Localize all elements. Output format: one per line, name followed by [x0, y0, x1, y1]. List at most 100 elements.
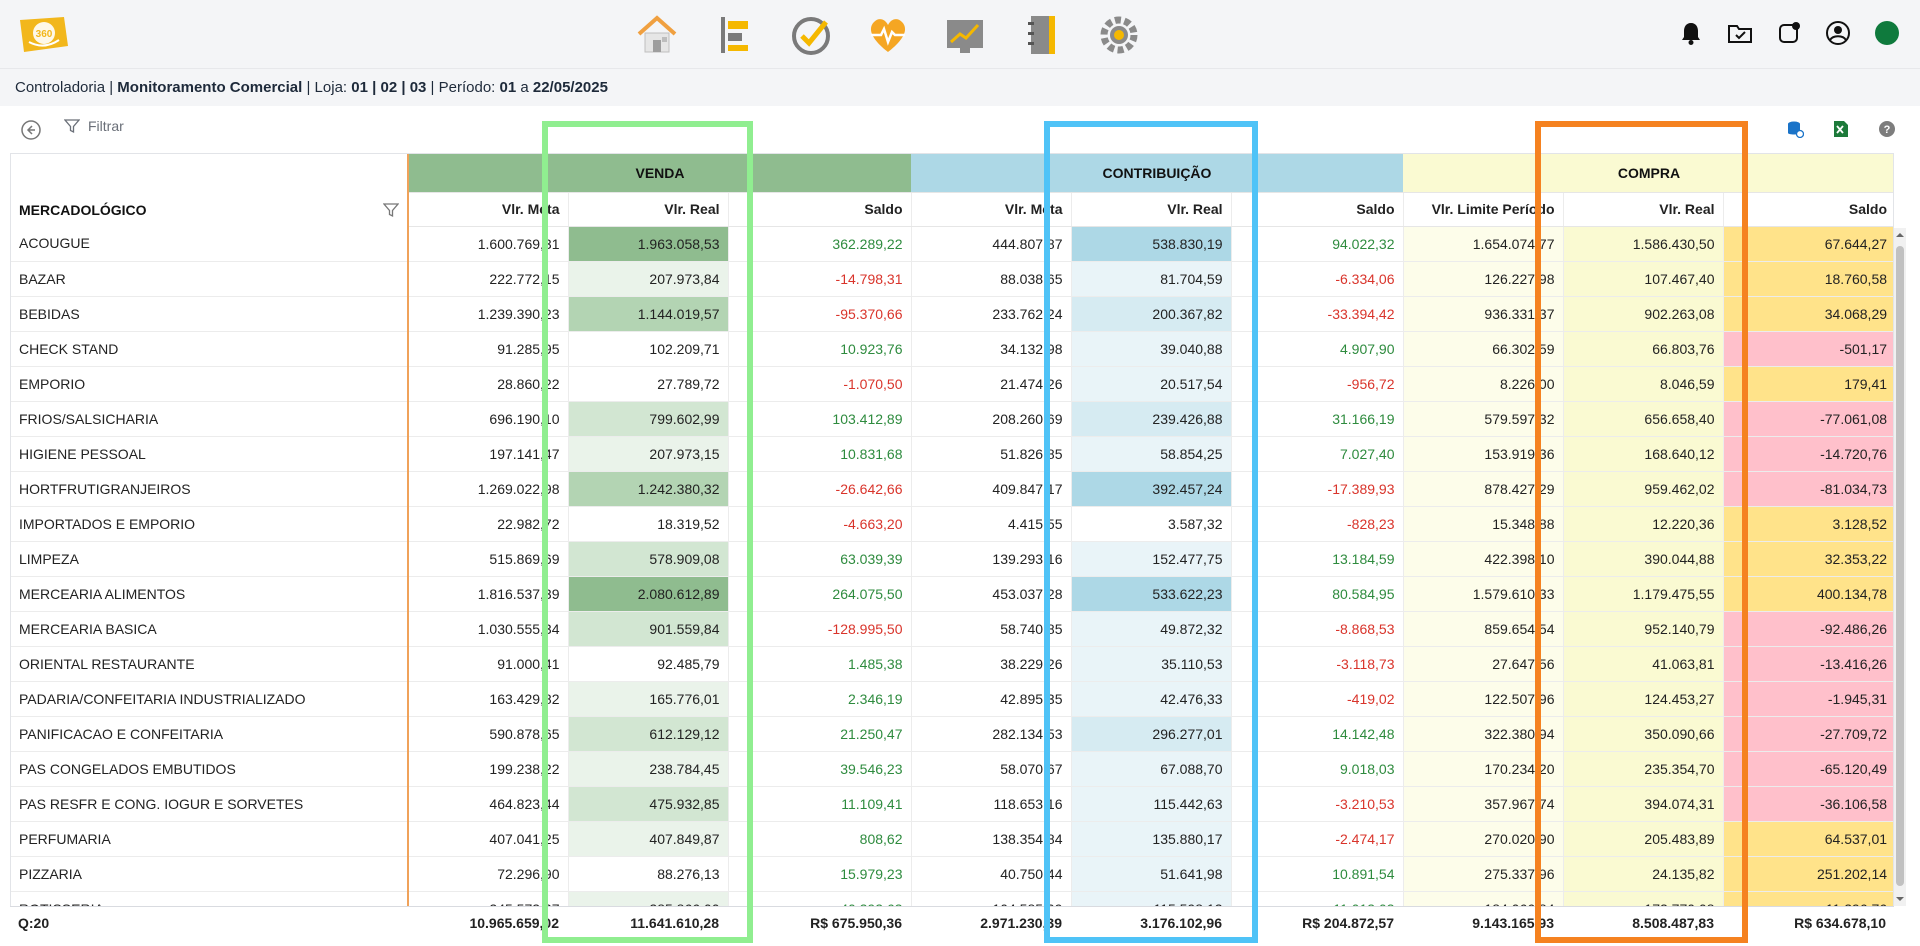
breadcrumb-period-separator: a	[516, 79, 533, 96]
col-header-venda-meta[interactable]: Vlr. Meta	[407, 191, 568, 227]
grid-scrollbar[interactable]	[1894, 228, 1906, 906]
merc-name-cell: CHECK STAND	[11, 331, 409, 367]
total-venda-real: 11.641.610,28	[630, 915, 719, 931]
table-row[interactable]: MERCEARIA ALIMENTOS 1.816.537,39 2.080.612…	[11, 576, 1893, 612]
arrow-left-circle-icon	[21, 120, 41, 140]
cell-contrib-real: 20.517,54	[1070, 366, 1231, 402]
col-header-venda-real[interactable]: Vlr. Real	[567, 191, 728, 227]
breadcrumb-area[interactable]: Controladoria	[15, 79, 106, 96]
user-account-icon[interactable]	[1823, 18, 1853, 48]
svg-text:?: ?	[1884, 124, 1891, 136]
col-header-contrib-meta[interactable]: Vlr. Meta	[910, 191, 1071, 227]
cell-contrib-saldo: 31.166,19	[1230, 401, 1403, 437]
cell-compra-real: 959.462,02	[1562, 471, 1723, 507]
notebook-icon[interactable]	[1003, 8, 1080, 62]
data-grid: MERCADOLÓGICO VENDA CONTRIBUIÇÃO COMPRA …	[10, 153, 1894, 937]
scroll-thumb[interactable]	[1896, 246, 1904, 886]
cell-contrib-meta: 88.038,65	[910, 261, 1071, 297]
table-row[interactable]: MERCEARIA BASICA 1.030.555,34 901.559,84 -1…	[11, 611, 1893, 647]
merc-column-header[interactable]: MERCADOLÓGICO	[11, 154, 409, 226]
help-icon[interactable]: ?	[1876, 118, 1898, 140]
bell-icon[interactable]	[1676, 18, 1706, 48]
column-filter-icon[interactable]	[383, 202, 399, 218]
database-refresh-icon[interactable]	[1784, 118, 1806, 140]
table-row[interactable]: PANIFICACAO E CONFEITARIA 590.878,65 612.1…	[11, 716, 1893, 752]
cell-compra-real: 124.453,27	[1562, 681, 1723, 717]
cell-venda-meta: 163.429,82	[407, 681, 568, 717]
cell-venda-saldo: 21.250,47	[727, 716, 911, 752]
col-header-venda-saldo[interactable]: Saldo	[727, 191, 911, 227]
cell-compra-real: 12.220,36	[1562, 506, 1723, 542]
cell-compra-saldo: -77.061,08	[1722, 401, 1893, 437]
table-row[interactable]: PAS CONGELADOS EMBUTIDOS 199.238,22 238.78…	[11, 751, 1893, 787]
home-icon[interactable]	[618, 8, 695, 62]
tasks-list-icon[interactable]	[695, 8, 772, 62]
breadcrumb-period-start: 01	[499, 79, 517, 96]
chart-trend-icon[interactable]	[926, 8, 1003, 62]
table-row[interactable]: IMPORTADOS E EMPORIO 22.982,72 18.319,52 -4…	[11, 506, 1893, 542]
cell-venda-saldo: 1.485,38	[727, 646, 911, 682]
filter-button[interactable]: Filtrar	[64, 118, 124, 134]
header-actions	[1676, 18, 1902, 48]
cell-venda-saldo: 10.831,68	[727, 436, 911, 472]
cell-compra-real: 235.354,70	[1562, 751, 1723, 787]
group-header-venda: VENDA	[408, 154, 911, 192]
table-row[interactable]: EMPORIO 28.860,22 27.789,72 -1.070,50 21.474…	[11, 366, 1893, 402]
cell-venda-real: 92.485,79	[567, 646, 728, 682]
cell-contrib-real: 58.854,25	[1070, 436, 1231, 472]
back-button[interactable]	[20, 119, 42, 141]
cell-contrib-meta: 118.653,16	[910, 786, 1071, 822]
heartbeat-icon[interactable]	[849, 8, 926, 62]
table-row[interactable]: HORTFRUTIGRANJEIROS 1.269.022,98 1.242.380…	[11, 471, 1893, 507]
cell-compra-saldo: 18.760,58	[1722, 261, 1893, 297]
cell-venda-real: 207.973,15	[567, 436, 728, 472]
cell-venda-real: 578.909,08	[567, 541, 728, 577]
excel-export-icon[interactable]	[1830, 118, 1852, 140]
cell-contrib-saldo: -2.474,17	[1230, 821, 1403, 857]
group-header-compra: COMPRA	[1403, 154, 1893, 192]
col-header-compra-real[interactable]: Vlr. Real	[1562, 191, 1723, 227]
cell-compra-real: 168.640,12	[1562, 436, 1723, 472]
cell-compra-real: 24.135,82	[1562, 856, 1723, 892]
app-logo[interactable]: 360	[14, 16, 70, 54]
check-circle-icon[interactable]	[772, 8, 849, 62]
cell-contrib-meta: 21.474,26	[910, 366, 1071, 402]
cell-venda-meta: 22.982,72	[407, 506, 568, 542]
cell-venda-meta: 28.860,22	[407, 366, 568, 402]
table-row[interactable]: LIMPEZA 515.869,69 578.909,08 63.039,39 139.…	[11, 541, 1893, 577]
table-row[interactable]: FRIOS/SALSICHARIA 696.190,10 799.602,99 103…	[11, 401, 1893, 437]
table-row[interactable]: ORIENTAL RESTAURANTE 91.000,41 92.485,79 1.…	[11, 646, 1893, 682]
table-row[interactable]: ACOUGUE 1.600.769,31 1.963.058,53 362.289,2…	[11, 226, 1893, 262]
folder-check-icon[interactable]	[1725, 18, 1755, 48]
cell-compra-saldo: -1.945,31	[1722, 681, 1893, 717]
cell-venda-saldo: 15.979,23	[727, 856, 911, 892]
col-header-compra-saldo[interactable]: Saldo	[1722, 191, 1893, 227]
table-row[interactable]: PAS RESFR E CONG. IOGUR E SORVETES 464.82…	[11, 786, 1893, 822]
table-row[interactable]: PIZZARIA 72.296,90 88.276,13 15.979,23 40.75…	[11, 856, 1893, 892]
cell-contrib-saldo: -6.334,06	[1230, 261, 1403, 297]
table-row[interactable]: CHECK STAND 91.285,95 102.209,71 10.923,76 3…	[11, 331, 1893, 367]
cell-compra-limite: 122.507,96	[1402, 681, 1563, 717]
table-row[interactable]: PADARIA/CONFEITARIA INDUSTRIALIZADO 163.4…	[11, 681, 1893, 717]
table-row[interactable]: PERFUMARIA 407.041,25 407.849,87 808,62 138.…	[11, 821, 1893, 857]
gear-icon[interactable]	[1080, 8, 1157, 62]
cell-contrib-saldo: 10.891,54	[1230, 856, 1403, 892]
cell-compra-saldo: -81.034,73	[1722, 471, 1893, 507]
notification-square-icon[interactable]	[1774, 18, 1804, 48]
col-header-compra-limite[interactable]: Vlr. Limite Período	[1402, 191, 1563, 227]
cell-contrib-real: 538.830,19	[1070, 226, 1231, 262]
col-header-contrib-real[interactable]: Vlr. Real	[1070, 191, 1231, 227]
table-row[interactable]: HIGIENE PESSOAL 197.141,47 207.973,15 10.83…	[11, 436, 1893, 472]
cell-venda-real: 102.209,71	[567, 331, 728, 367]
cell-venda-saldo: -4.663,20	[727, 506, 911, 542]
cell-contrib-saldo: 80.584,95	[1230, 576, 1403, 612]
cell-compra-real: 1.179.475,55	[1562, 576, 1723, 612]
cell-venda-saldo: 2.346,19	[727, 681, 911, 717]
col-header-contrib-saldo[interactable]: Saldo	[1230, 191, 1403, 227]
filter-label: Filtrar	[88, 118, 124, 134]
cell-compra-limite: 8.226,00	[1402, 366, 1563, 402]
cell-compra-limite: 27.647,56	[1402, 646, 1563, 682]
commercial-table: MERCADOLÓGICO VENDA CONTRIBUIÇÃO COMPRA …	[11, 154, 1893, 927]
table-row[interactable]: BAZAR 222.772,15 207.973,84 -14.798,31 88.03…	[11, 261, 1893, 297]
table-row[interactable]: BEBIDAS 1.239.390,23 1.144.019,57 -95.370,6…	[11, 296, 1893, 332]
